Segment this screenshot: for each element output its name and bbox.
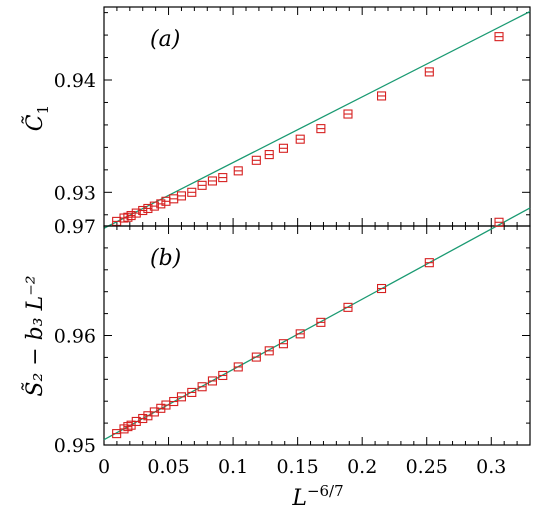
data-point — [187, 187, 197, 197]
data-point — [138, 205, 148, 216]
x-axis-label-exponent: −6/7 — [307, 482, 344, 500]
y-tick-label: 0.94 — [54, 70, 96, 92]
data-point — [295, 329, 305, 339]
data-point — [126, 211, 136, 221]
y-tick-label: 0.97 — [54, 216, 96, 238]
data-point — [187, 387, 197, 397]
panel-a-ylabel-symbol: C̃ — [22, 114, 48, 131]
data-point — [112, 429, 122, 439]
fit-line — [103, 10, 531, 229]
panel-a-ticks: 0.93 0.94 — [54, 7, 531, 226]
data-point — [316, 124, 326, 134]
data-point — [295, 134, 305, 144]
data-point — [169, 194, 179, 204]
panel-b-tag: (b) — [150, 246, 181, 271]
panel-a-ylabel: C̃1 — [22, 105, 52, 131]
data-point — [376, 91, 387, 101]
data-point — [316, 317, 326, 327]
data-point — [207, 376, 217, 386]
data-point — [233, 362, 243, 372]
x-axis-label-base: L — [291, 486, 307, 511]
panel-a-ylabel-sub: 1 — [34, 105, 52, 115]
panel-b: 0.95 0.96 0.97 0 0.05 0.1 0.15 0.2 0.25 0.3 (b) S… — [22, 207, 531, 511]
data-point — [424, 67, 434, 77]
panel-a: 0.93 0.94 (a) C̃1 — [22, 6, 531, 229]
data-point — [176, 191, 187, 201]
data-point — [251, 155, 261, 165]
data-point — [112, 216, 122, 226]
x-tick-label: 0.05 — [147, 456, 189, 478]
panel-b-ticks: 0.95 0.96 0.97 0 0.05 0.1 0.15 0.2 0.25 0.3 — [54, 216, 531, 478]
panel-a-tag: (a) — [150, 27, 180, 52]
data-point — [343, 302, 353, 312]
data-point — [169, 396, 179, 407]
data-point — [218, 173, 228, 183]
data-point — [424, 258, 434, 268]
data-point — [264, 346, 274, 356]
x-axis-label: L−6/7 — [291, 482, 343, 511]
panel-a-markers — [112, 32, 504, 226]
data-point — [251, 352, 261, 362]
x-tick-label: 0.3 — [476, 456, 506, 478]
data-point — [264, 150, 274, 160]
panel-b-ylabel: S̃₂ − b₃ L⁻² — [22, 275, 48, 396]
x-tick-label: 0 — [98, 456, 110, 478]
y-tick-label: 0.93 — [54, 182, 96, 204]
x-tick-label: 0.2 — [347, 456, 377, 478]
x-tick-label: 0.15 — [276, 456, 318, 478]
y-tick-label: 0.96 — [54, 326, 96, 348]
data-point — [494, 32, 504, 42]
data-point — [343, 109, 353, 119]
data-point — [218, 370, 228, 381]
data-point — [156, 403, 166, 413]
data-point — [197, 382, 207, 392]
data-point — [197, 180, 207, 190]
x-tick-label: 0.1 — [218, 456, 248, 478]
data-point — [138, 413, 148, 424]
panel-b-markers — [112, 217, 504, 439]
panel-a-fit — [103, 10, 531, 229]
data-point — [207, 176, 217, 186]
data-point — [123, 422, 133, 432]
x-tick-label: 0.25 — [406, 456, 448, 478]
data-point — [494, 217, 504, 227]
data-point — [156, 199, 166, 209]
data-point — [278, 339, 288, 349]
data-point — [233, 166, 243, 176]
data-point — [176, 392, 187, 402]
data-point — [278, 143, 288, 153]
y-tick-label: 0.95 — [54, 435, 96, 457]
data-point — [376, 283, 387, 294]
